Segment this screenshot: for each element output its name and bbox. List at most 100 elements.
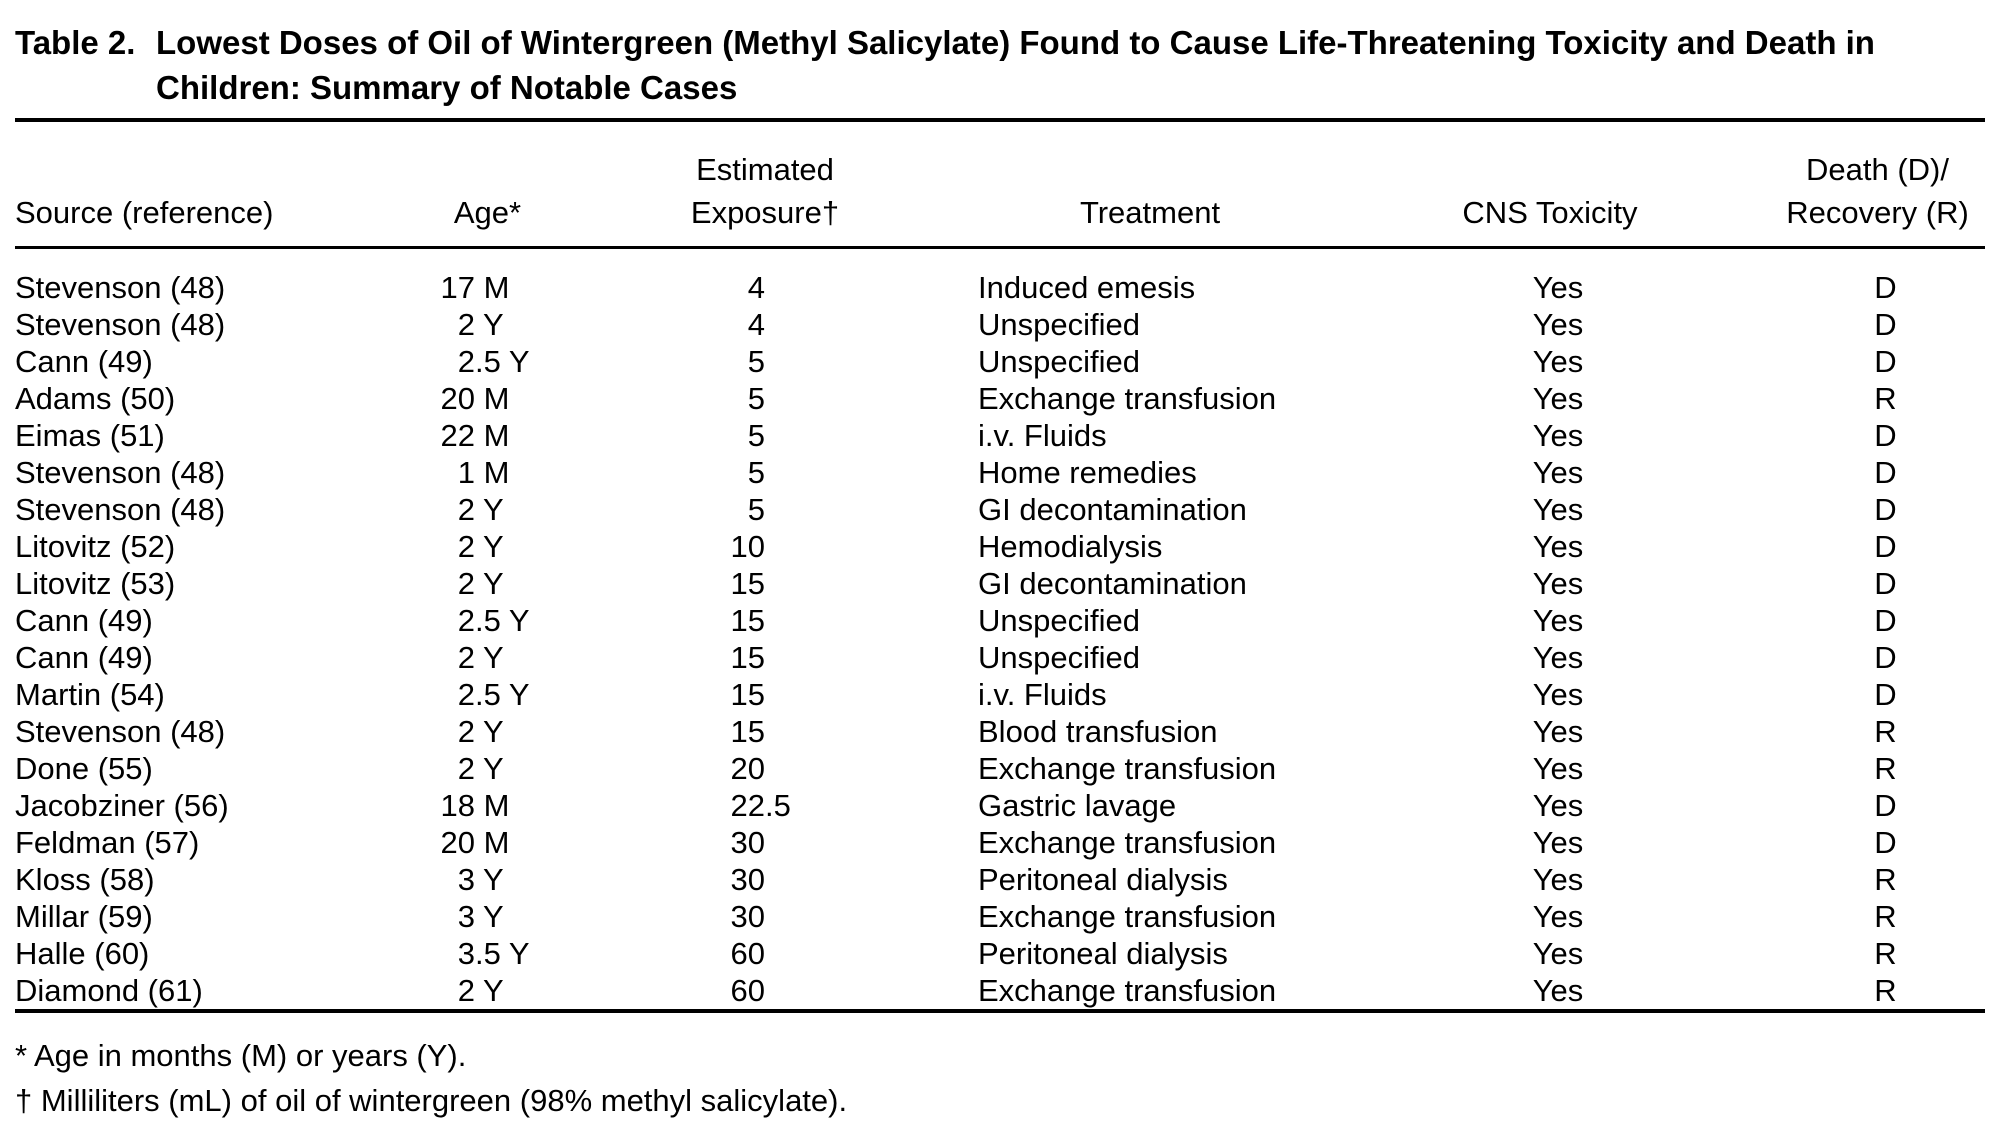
cell-source: Done (55) bbox=[15, 751, 153, 786]
table-row: Kloss (58) 3 Y 30 Peritoneal dialysis Yes R bbox=[15, 861, 1993, 898]
cell-outcome: R bbox=[1874, 899, 1897, 934]
cell-exposure-number: 5 bbox=[747, 344, 765, 379]
cell-age-number: 2 bbox=[457, 714, 475, 749]
table-row: Cann (49) 2.5 Y 15 Unspecified Yes D bbox=[15, 602, 1993, 639]
cell-age-number: 2 bbox=[457, 566, 475, 601]
cell-source: Stevenson (48) bbox=[15, 270, 226, 305]
table-row: Jacobziner (56) 18 M 22.5 Gastric lavage Yes… bbox=[15, 787, 1993, 824]
cell-cns-toxicity: Yes bbox=[1532, 307, 1584, 342]
table-row: Feldman (57) 20 M 30 Exchange transfusion Ye… bbox=[15, 824, 1993, 861]
cell-age: 20 M bbox=[415, 824, 560, 861]
cell-outcome: D bbox=[1874, 307, 1897, 342]
cell-age-number: 2 bbox=[457, 603, 475, 638]
cell-exposure: 5 bbox=[560, 417, 970, 454]
cell-cns-toxicity: Yes bbox=[1532, 529, 1584, 564]
cell-age: 1 M bbox=[415, 454, 560, 491]
table-row: Stevenson (48) 2 Y 4 Unspecified Yes D bbox=[15, 306, 1993, 343]
cell-outcome: R bbox=[1874, 751, 1897, 786]
cell-exposure: 5 bbox=[560, 380, 970, 417]
cell-age: 3 Y bbox=[415, 898, 560, 935]
table-row: Litovitz (52) 2 Y 10 Hemodialysis Yes D bbox=[15, 528, 1993, 565]
cell-source: Eimas (51) bbox=[15, 418, 165, 453]
cell-exposure-number: 22 bbox=[730, 788, 765, 823]
column-header-outcome-line1: Death (D)/ bbox=[1806, 152, 1949, 187]
column-header-age-label: Age* bbox=[453, 195, 522, 230]
cell-source: Adams (50) bbox=[15, 381, 176, 416]
cell-treatment: Peritoneal dialysis bbox=[978, 936, 1228, 971]
cell-source: Cann (49) bbox=[15, 344, 153, 379]
cell-source: Jacobziner (56) bbox=[15, 788, 229, 823]
cell-outcome: R bbox=[1874, 714, 1897, 749]
cell-source: Litovitz (52) bbox=[15, 529, 176, 564]
cell-exposure: 15 bbox=[560, 713, 970, 750]
column-header-age: Age* bbox=[415, 122, 560, 246]
column-header-source-label: Source (reference) bbox=[15, 195, 274, 230]
cell-exposure: 15 bbox=[560, 676, 970, 713]
cell-outcome: D bbox=[1874, 455, 1897, 490]
cell-exposure-number: 4 bbox=[747, 307, 765, 342]
table-row: Halle (60) 3.5 Y 60 Peritoneal dialysis Yes R bbox=[15, 935, 1993, 972]
cell-exposure: 5 bbox=[560, 491, 970, 528]
cell-treatment: i.v. Fluids bbox=[978, 418, 1107, 453]
cell-treatment: Exchange transfusion bbox=[978, 751, 1277, 786]
cell-exposure-number: 60 bbox=[730, 936, 765, 971]
cell-age-number: 17 bbox=[440, 270, 475, 305]
cell-age-number: 2 bbox=[457, 307, 475, 342]
cell-cns-toxicity: Yes bbox=[1532, 899, 1584, 934]
cell-cns-toxicity: Yes bbox=[1532, 270, 1584, 305]
column-header-source: Source (reference) bbox=[15, 122, 415, 246]
cell-cns-toxicity: Yes bbox=[1532, 973, 1584, 1008]
cell-outcome: D bbox=[1874, 344, 1897, 379]
cell-cns-toxicity: Yes bbox=[1532, 788, 1584, 823]
cell-outcome: D bbox=[1874, 640, 1897, 675]
cell-treatment: Gastric lavage bbox=[978, 788, 1177, 823]
column-header-exposure: Estimated Exposure† bbox=[560, 122, 970, 246]
cell-exposure: 5 bbox=[560, 343, 970, 380]
cell-age: 2 Y bbox=[415, 972, 560, 1009]
table-row: Stevenson (48) 2 Y 15 Blood transfusion Yes R bbox=[15, 713, 1993, 750]
table-body: Stevenson (48) 17 M 4 Induced emesis Yes D Ste… bbox=[15, 269, 1993, 1009]
cell-treatment: Blood transfusion bbox=[978, 714, 1218, 749]
cell-exposure: 30 bbox=[560, 824, 970, 861]
cell-outcome: D bbox=[1874, 566, 1897, 601]
cell-exposure-number: 5 bbox=[747, 418, 765, 453]
paper-table-page: Table 2. Lowest Doses of Oil of Wintergr… bbox=[15, 0, 1985, 1123]
cell-source: Millar (59) bbox=[15, 899, 153, 934]
cell-cns-toxicity: Yes bbox=[1532, 862, 1584, 897]
cell-outcome: D bbox=[1874, 529, 1897, 564]
cell-treatment: Exchange transfusion bbox=[978, 973, 1277, 1008]
cell-exposure-number: 15 bbox=[730, 603, 765, 638]
column-header-outcome-line2: Recovery (R) bbox=[1786, 195, 1969, 230]
cell-exposure: 5 bbox=[560, 454, 970, 491]
cell-treatment: Induced emesis bbox=[978, 270, 1196, 305]
cell-treatment: Unspecified bbox=[978, 307, 1140, 342]
cell-treatment: Unspecified bbox=[978, 603, 1140, 638]
cell-cns-toxicity: Yes bbox=[1532, 714, 1584, 749]
cell-age-number: 2 bbox=[457, 677, 475, 712]
table-title: Table 2. Lowest Doses of Oil of Wintergr… bbox=[15, 20, 1985, 110]
cell-source: Stevenson (48) bbox=[15, 455, 226, 490]
table-row: Martin (54) 2.5 Y 15 i.v. Fluids Yes D bbox=[15, 676, 1993, 713]
cell-exposure: 15 bbox=[560, 639, 970, 676]
cell-exposure: 30 bbox=[560, 861, 970, 898]
cell-cns-toxicity: Yes bbox=[1532, 751, 1584, 786]
cell-exposure: 4 bbox=[560, 269, 970, 306]
cell-outcome: D bbox=[1874, 418, 1897, 453]
cell-treatment: Unspecified bbox=[978, 640, 1140, 675]
column-header-treatment: Treatment bbox=[970, 122, 1330, 246]
cell-exposure-number: 10 bbox=[730, 529, 765, 564]
cell-source: Kloss (58) bbox=[15, 862, 155, 897]
cell-age-number: 20 bbox=[440, 825, 475, 860]
cell-exposure-number: 4 bbox=[747, 270, 765, 305]
cell-exposure-number: 60 bbox=[730, 973, 765, 1008]
cell-age-number: 2 bbox=[457, 344, 475, 379]
divider-header bbox=[15, 246, 1985, 249]
footnote-exposure: † Milliliters (mL) of oil of wintergreen… bbox=[15, 1083, 848, 1118]
cell-source: Feldman (57) bbox=[15, 825, 200, 860]
cell-cns-toxicity: Yes bbox=[1532, 825, 1584, 860]
cell-outcome: D bbox=[1874, 825, 1897, 860]
cell-age: 2.5 Y bbox=[415, 676, 560, 713]
table-row: Done (55) 2 Y 20 Exchange transfusion Yes R bbox=[15, 750, 1993, 787]
cell-age-number: 2 bbox=[457, 492, 475, 527]
cell-outcome: R bbox=[1874, 973, 1897, 1008]
